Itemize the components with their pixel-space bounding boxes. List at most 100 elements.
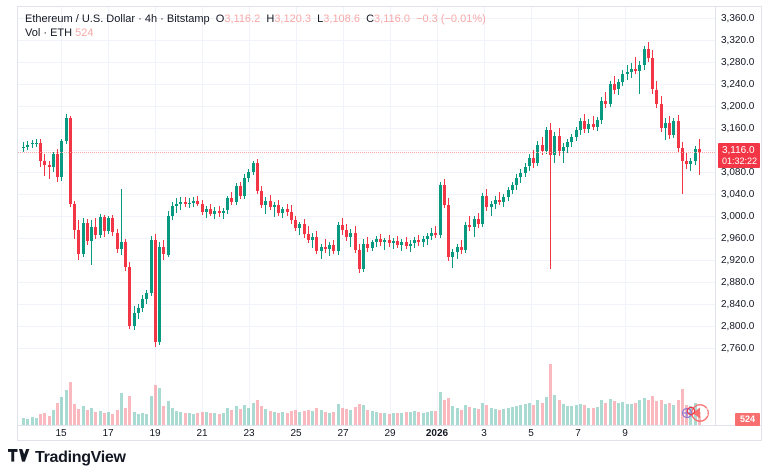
candle-body: [137, 308, 140, 313]
volume-bar: [660, 400, 663, 425]
time-scale[interactable]: 15 17 19 21 23 25 27 29 2026 3 5 7 9: [18, 425, 761, 440]
volume-bar: [647, 399, 650, 425]
candle-body: [570, 136, 573, 143]
legend-exchange[interactable]: Bitstamp: [166, 13, 210, 25]
candle-body: [69, 118, 72, 204]
candle-body: [379, 239, 382, 243]
volume-bar: [698, 412, 701, 425]
volume-bar: [273, 411, 276, 425]
volume-bar: [192, 413, 195, 425]
candle-body: [558, 135, 561, 152]
volume-bar: [464, 404, 467, 425]
volume-bar: [477, 408, 480, 425]
candle-body: [417, 240, 420, 243]
candle-body: [133, 312, 136, 326]
candle-body: [73, 203, 76, 231]
volume-bar: [128, 396, 131, 425]
chart-legend: Ethereum / U.S. Dollar · 4h · Bitstamp O…: [25, 12, 486, 40]
volume-bar: [447, 397, 450, 425]
candle-body: [643, 48, 646, 66]
candle-body: [247, 172, 250, 178]
volume-bar: [490, 407, 493, 425]
volume-bar: [621, 402, 624, 425]
volume-bar: [345, 409, 348, 425]
volume-bar: [52, 409, 55, 425]
legend-volume-row: Vol · ETH 524: [25, 26, 486, 40]
time-axis-label: 21: [196, 428, 208, 439]
volume-bar: [175, 411, 178, 425]
volume-bar: [94, 412, 97, 425]
price-axis-label: 2,760.0: [721, 343, 755, 354]
candle-wick: [686, 153, 687, 169]
candle-body: [116, 232, 119, 249]
volume-bar: [73, 403, 76, 425]
candle-body: [371, 242, 374, 248]
candle-wick: [393, 238, 394, 249]
volume-bar: [562, 403, 565, 425]
grid-line-vertical: [531, 7, 532, 425]
volume-bar: [515, 405, 518, 425]
candle-wick: [563, 143, 564, 164]
volume-bar: [311, 411, 314, 425]
candle-body: [396, 241, 399, 245]
candle-body: [596, 120, 599, 127]
candle-body: [447, 205, 450, 257]
legend-symbol[interactable]: Ethereum / U.S. Dollar: [25, 13, 136, 25]
candle-body: [167, 216, 170, 255]
candle-body: [613, 84, 616, 90]
candle-body: [94, 227, 97, 235]
legend-change-value: −0.3 (−0.01%): [416, 13, 486, 25]
volume-bar: [230, 409, 233, 425]
circular-emblem-icon: [678, 403, 712, 425]
price-axis-label: 3,280.0: [721, 57, 755, 68]
candle-wick: [665, 118, 666, 141]
time-axis-label: 9: [622, 428, 628, 439]
volume-bar: [69, 381, 72, 425]
candle-body: [366, 243, 369, 248]
candle-body: [460, 246, 463, 251]
candle-body: [145, 293, 148, 299]
legend-interval[interactable]: 4h: [144, 13, 158, 25]
candle-body: [124, 242, 127, 267]
candle-body: [375, 239, 378, 243]
price-scale[interactable]: 3,116.0 01:32:22 524 3,360.0 3,320.0 3,280…: [715, 7, 761, 426]
grid-line-vertical: [578, 7, 579, 425]
legend-volume-value: 524: [75, 27, 94, 39]
volume-bar: [439, 391, 442, 425]
candle-body: [694, 148, 697, 161]
price-axis-label: 3,040.0: [721, 189, 755, 200]
volume-bar: [154, 384, 157, 425]
legend-separator-1: ·: [135, 13, 145, 25]
bar-countdown: 01:32:22: [721, 156, 757, 166]
grid-line-horizontal: [18, 216, 715, 217]
candle-body: [230, 198, 233, 202]
candle-body: [22, 146, 25, 148]
candle-wick: [699, 139, 700, 176]
price-axis-label: 2,920.0: [721, 255, 755, 266]
candle-wick: [180, 197, 181, 211]
volume-bar: [82, 406, 85, 425]
grid-line-horizontal: [18, 84, 715, 85]
candle-body: [698, 148, 701, 153]
candle-body: [434, 232, 437, 235]
candle-body: [524, 166, 527, 174]
grid-line-vertical: [202, 7, 203, 425]
candle-wick: [593, 115, 594, 131]
candle-body: [685, 161, 688, 165]
legend-close-label: C: [366, 13, 375, 25]
candle-wick: [49, 161, 50, 179]
volume-bar: [609, 398, 612, 425]
legend-volume-label[interactable]: Vol · ETH: [25, 27, 73, 39]
volume-bar: [247, 407, 250, 425]
candle-body: [549, 130, 552, 156]
tradingview-logo[interactable]: TradingView: [8, 449, 126, 467]
chart-plot-area[interactable]: [18, 7, 715, 425]
candle-body: [243, 177, 246, 197]
candle-body: [528, 157, 531, 167]
volume-bar: [498, 409, 501, 425]
candle-wick: [401, 239, 402, 252]
grid-line-horizontal: [18, 128, 715, 129]
volume-bar: [507, 407, 510, 425]
candle-body: [617, 81, 620, 90]
volume-bar: [239, 409, 242, 425]
